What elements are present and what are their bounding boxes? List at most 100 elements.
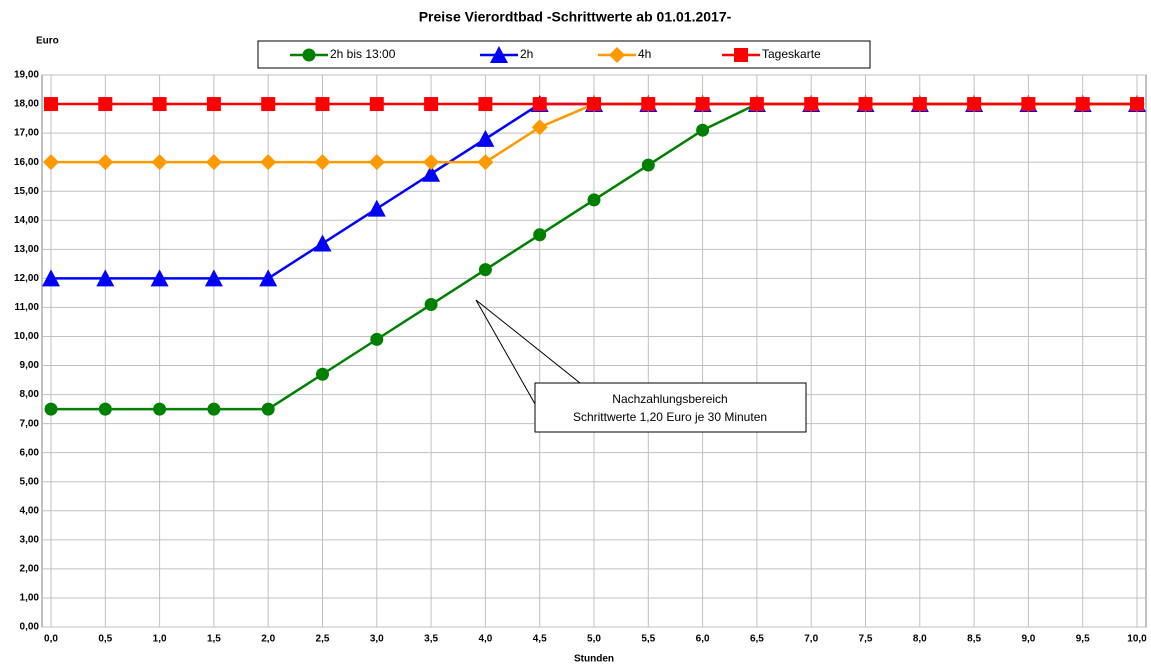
- marker: [424, 97, 439, 112]
- y-tick-label: 12,00: [14, 273, 39, 284]
- y-tick-label: 2,00: [20, 564, 40, 575]
- callout-line: [475, 299, 536, 405]
- x-tick-label: 3,0: [370, 634, 384, 645]
- marker: [367, 199, 386, 217]
- marker: [587, 193, 601, 207]
- marker: [1130, 97, 1144, 112]
- y-tick-label: 11,00: [15, 302, 40, 313]
- marker: [97, 154, 114, 171]
- x-tick-label: 3,5: [424, 634, 438, 645]
- x-tick-label: 0,5: [98, 634, 112, 645]
- x-tick-label: 7,0: [804, 634, 818, 645]
- marker: [696, 123, 710, 137]
- marker: [206, 97, 221, 112]
- legend: 2h bis 13:00 2h 4h Tageskarte: [290, 46, 821, 63]
- marker: [153, 402, 167, 416]
- x-tick-label: 9,0: [1021, 634, 1035, 645]
- marker: [98, 402, 112, 416]
- x-tick-label: 9,5: [1076, 634, 1090, 645]
- marker: [205, 154, 222, 171]
- legend-label: 2h: [520, 47, 533, 61]
- marker: [858, 97, 873, 112]
- x-tick-label: 6,0: [696, 634, 710, 645]
- marker: [43, 154, 59, 171]
- marker: [912, 97, 927, 112]
- marker: [476, 129, 495, 147]
- marker: [533, 228, 547, 242]
- y-tick-label: 7,00: [20, 418, 40, 429]
- marker: [207, 402, 221, 416]
- annotation-text: Schrittwerte 1,20 Euro je 30 Minuten: [573, 410, 767, 424]
- annotation-box: [534, 382, 807, 433]
- y-tick-label: 6,00: [20, 447, 40, 458]
- marker: [641, 97, 656, 112]
- x-tick-label: 0,0: [44, 634, 58, 645]
- x-tick-label: 1,5: [207, 634, 221, 645]
- marker: [695, 97, 710, 112]
- legend-box: [257, 40, 871, 69]
- y-tick-label: 1,00: [20, 593, 40, 604]
- y-axis-label: Euro: [36, 36, 59, 47]
- x-tick-label: 5,5: [641, 634, 655, 645]
- y-tick-label: 4,00: [20, 505, 40, 516]
- x-tick-label: 6,5: [750, 634, 764, 645]
- x-tick-label: 7,5: [859, 634, 873, 645]
- marker: [804, 97, 819, 112]
- marker: [98, 97, 113, 112]
- chart-title: Preise Vierordtbad -Schrittwerte ab 01.0…: [419, 9, 732, 25]
- y-tick-label: 9,00: [20, 360, 40, 371]
- marker: [152, 97, 167, 112]
- y-tick-label: 17,00: [14, 128, 39, 139]
- annotation: Nachzahlungsbereich Schrittwerte 1,20 Eu…: [475, 299, 807, 433]
- marker: [587, 97, 601, 112]
- marker: [532, 97, 547, 112]
- marker: [478, 263, 492, 277]
- marker: [150, 269, 169, 287]
- x-tick-label: 10,0: [1127, 634, 1147, 645]
- y-tick-label: 14,00: [14, 215, 39, 226]
- y-tick-label: 18,00: [14, 99, 39, 110]
- y-tick-label: 8,00: [20, 389, 40, 400]
- marker: [1021, 97, 1036, 112]
- marker: [261, 97, 276, 112]
- marker: [260, 154, 277, 171]
- y-tick-label: 16,00: [14, 157, 39, 168]
- marker: [368, 154, 385, 171]
- y-tick-label: 19,00: [14, 70, 39, 81]
- x-axis-label: Stunden: [574, 654, 614, 665]
- callout-line: [475, 299, 581, 384]
- marker: [204, 269, 223, 287]
- marker: [44, 402, 58, 416]
- y-tick-label: 5,00: [20, 476, 40, 487]
- marker: [531, 119, 548, 136]
- legend-marker: [302, 48, 316, 62]
- marker: [44, 97, 58, 112]
- y-tick-label: 3,00: [20, 534, 40, 545]
- marker: [314, 154, 331, 171]
- marker: [477, 154, 494, 171]
- y-tick-label: 0,00: [20, 622, 40, 633]
- x-tick-label: 4,5: [533, 634, 547, 645]
- legend-label: 4h: [638, 47, 651, 61]
- marker: [478, 97, 493, 112]
- marker: [967, 97, 982, 112]
- y-tick-label: 13,00: [14, 244, 39, 255]
- legend-label: Tageskarte: [762, 47, 821, 61]
- marker: [313, 234, 332, 252]
- x-tick-label: 5,0: [587, 634, 601, 645]
- x-tick-label: 2,5: [316, 634, 330, 645]
- marker: [369, 97, 384, 112]
- x-tick-label: 4,0: [478, 634, 492, 645]
- marker: [1075, 97, 1090, 112]
- legend-marker: [490, 46, 508, 63]
- marker: [422, 164, 441, 182]
- series: [44, 97, 1144, 112]
- legend-label: 2h bis 13:00: [330, 47, 396, 61]
- marker: [370, 332, 384, 346]
- marker: [749, 97, 764, 112]
- marker: [424, 298, 438, 312]
- marker: [42, 269, 60, 287]
- plot-area: 0,001,002,003,004,005,006,007,008,009,00…: [14, 70, 1147, 645]
- x-tick-label: 2,0: [261, 634, 275, 645]
